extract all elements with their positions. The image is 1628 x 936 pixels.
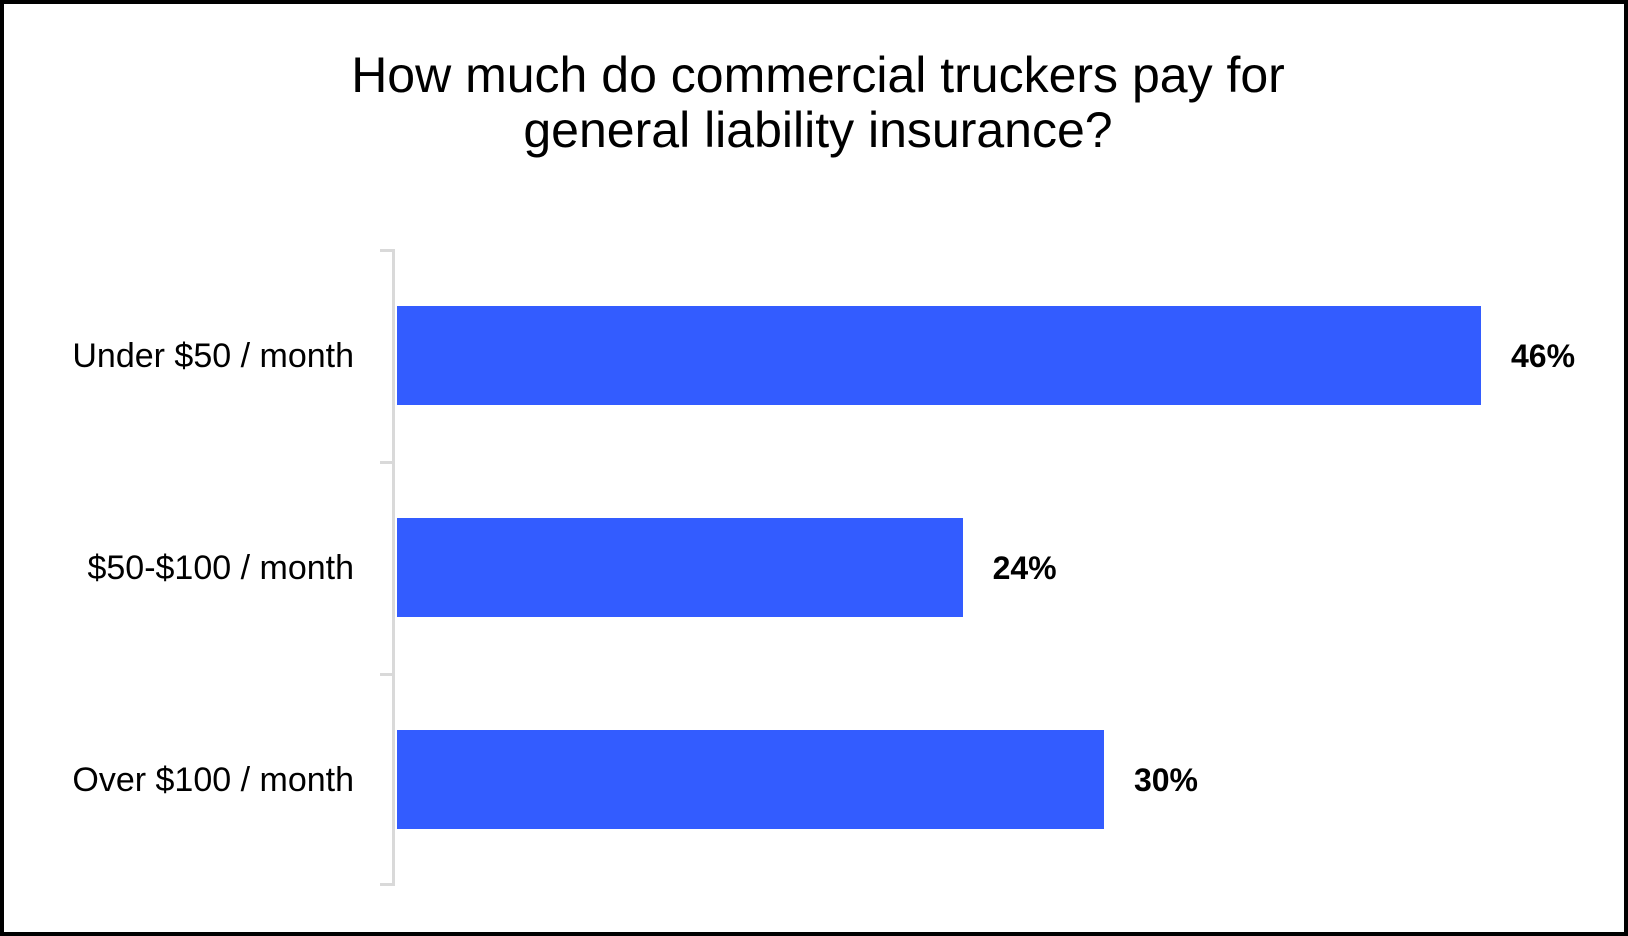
- value-label-50-100: 24%: [992, 550, 1057, 586]
- chart-title-line-1: How much do commercial truckers pay for: [351, 47, 1285, 103]
- axis-tick: [380, 461, 395, 464]
- chart-title: How much do commercial truckers pay for …: [4, 48, 1628, 158]
- value-label-over-100: 30%: [1133, 762, 1198, 798]
- bar-under-50: [397, 306, 1481, 405]
- bar-over-100: [397, 730, 1104, 829]
- axis-tick: [380, 673, 395, 676]
- category-label-over-100: Over $100 / month: [72, 761, 354, 799]
- category-label-under-50: Under $50 / month: [72, 337, 354, 375]
- value-label-under-50: 46%: [1511, 338, 1576, 374]
- axis-tick: [380, 249, 395, 252]
- axis-tick: [380, 883, 395, 886]
- bar-50-100: [397, 518, 963, 617]
- category-axis-line: [392, 249, 395, 884]
- category-label-50-100: $50-$100 / month: [87, 549, 354, 587]
- chart-title-line-2: general liability insurance?: [523, 102, 1113, 158]
